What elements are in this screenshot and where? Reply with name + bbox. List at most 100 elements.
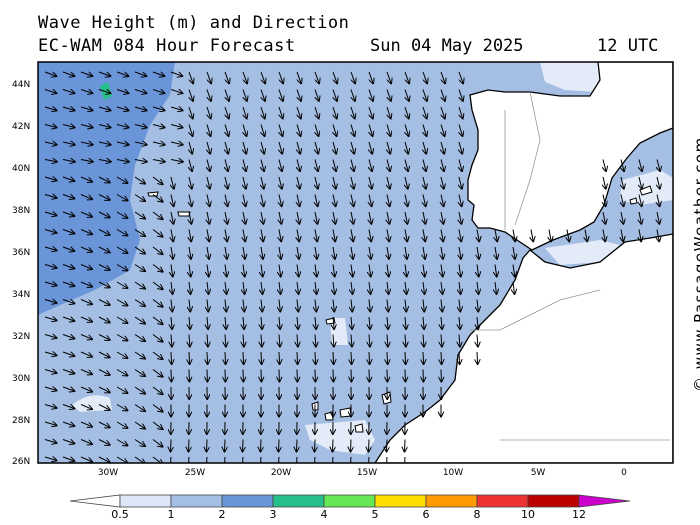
colorbar-segment xyxy=(527,494,580,508)
wave-arrow xyxy=(243,334,244,347)
wave-arrow xyxy=(405,159,408,172)
wave-arrow xyxy=(261,334,262,347)
wave-arrow xyxy=(279,229,281,242)
lon-label: 0 xyxy=(621,468,627,478)
wave-arrow xyxy=(243,89,247,101)
balearic-islands xyxy=(639,185,653,196)
wave-arrow xyxy=(477,316,478,329)
wave-arrow xyxy=(134,421,145,429)
wave-arrow xyxy=(261,89,265,101)
wave-arrow xyxy=(351,334,352,347)
wave-arrow xyxy=(98,316,110,322)
wave-arrow xyxy=(513,281,515,294)
wave-arrow xyxy=(225,439,226,452)
wave-arrow xyxy=(405,229,407,242)
wave-arrow xyxy=(152,439,163,447)
wave-arrow xyxy=(315,124,319,137)
wave-arrow xyxy=(243,124,247,137)
wave-arrow xyxy=(80,125,93,128)
wave-arrow xyxy=(152,176,163,184)
wave-arrow xyxy=(333,124,337,137)
wave-arrow xyxy=(98,456,110,462)
wave-arrow xyxy=(80,404,92,410)
wave-arrow xyxy=(171,439,172,452)
wave-arrow xyxy=(80,369,92,375)
wave-arrow xyxy=(333,229,335,242)
wave-arrow xyxy=(80,176,92,182)
wave-arrow xyxy=(116,421,127,428)
chart-title: Wave Height (m) and Direction xyxy=(38,13,350,33)
wave-arrow xyxy=(315,316,316,329)
wave-arrow xyxy=(44,440,57,443)
wave-arrow xyxy=(297,106,301,118)
wave-arrow xyxy=(62,370,74,374)
wave-arrow xyxy=(207,281,209,294)
wave-arrow xyxy=(243,229,245,242)
wave-arrow xyxy=(459,124,463,137)
wave-arrow xyxy=(80,160,93,162)
wave-arrow xyxy=(405,439,406,452)
wave-arrow xyxy=(116,160,129,162)
wave-arrow xyxy=(387,246,389,259)
wave-arrow xyxy=(152,404,163,412)
wave-arrow xyxy=(261,124,265,137)
wave-arrow xyxy=(207,334,208,347)
wave-arrow xyxy=(116,90,128,94)
wave-arrow xyxy=(459,211,461,224)
lat-label: 30N xyxy=(12,374,31,384)
wave-arrow xyxy=(441,176,444,189)
colorbar-label: 8 xyxy=(473,508,481,521)
wave-arrow xyxy=(44,195,57,198)
wave-arrow xyxy=(44,387,57,390)
wave-arrow xyxy=(80,211,92,217)
wave-arrow xyxy=(44,300,57,303)
wave-arrow xyxy=(243,299,244,312)
wave-arrow xyxy=(423,281,425,294)
wave-arrow xyxy=(224,456,226,463)
colorbar-segment xyxy=(476,494,529,508)
wave-arrow xyxy=(98,176,110,182)
wave-arrow xyxy=(80,299,92,305)
wave-arrow xyxy=(224,71,229,83)
wave-arrow xyxy=(225,194,228,207)
wave-arrow xyxy=(441,229,443,242)
wave-arrow xyxy=(459,176,462,189)
wave-arrow xyxy=(513,246,515,259)
wave-arrow xyxy=(441,281,443,294)
wave-arrow xyxy=(116,211,127,218)
wave-arrow xyxy=(134,246,145,254)
wave-arrow xyxy=(315,106,319,118)
azores-islands xyxy=(177,211,191,217)
wave-arrow xyxy=(369,211,371,224)
wave-arrow xyxy=(189,141,192,154)
wave-arrow xyxy=(44,247,57,250)
wave-arrow xyxy=(62,177,74,181)
wave-arrow xyxy=(387,211,389,224)
wave-arrow xyxy=(423,106,427,118)
lon-label: 30W xyxy=(97,468,119,478)
wave-arrow xyxy=(333,334,334,347)
wave-arrow xyxy=(207,299,208,312)
wave-arrow xyxy=(441,264,443,277)
wave-arrow xyxy=(441,141,444,154)
wave-arrow xyxy=(261,316,262,329)
wave-arrow xyxy=(261,229,263,242)
wave-arrow xyxy=(423,211,425,224)
wave-arrow xyxy=(297,334,298,347)
lon-label: 25W xyxy=(184,468,206,478)
wave-arrow xyxy=(62,387,74,391)
wave-arrow xyxy=(261,439,262,452)
wave-arrow xyxy=(369,106,373,118)
wave-arrow xyxy=(333,351,334,364)
wave-arrow xyxy=(189,89,193,101)
wave-arrow xyxy=(495,281,497,294)
model-label: EC-WAM 084 Hour Forecast xyxy=(38,36,296,56)
wave-arrow xyxy=(477,334,478,347)
wave-arrow xyxy=(351,439,352,452)
wave-arrow xyxy=(225,106,229,118)
wave-arrow xyxy=(134,334,145,342)
wave-arrow xyxy=(459,281,461,294)
wave-arrow xyxy=(405,106,409,118)
wave-arrow xyxy=(351,194,354,207)
wave-arrow xyxy=(405,334,406,347)
